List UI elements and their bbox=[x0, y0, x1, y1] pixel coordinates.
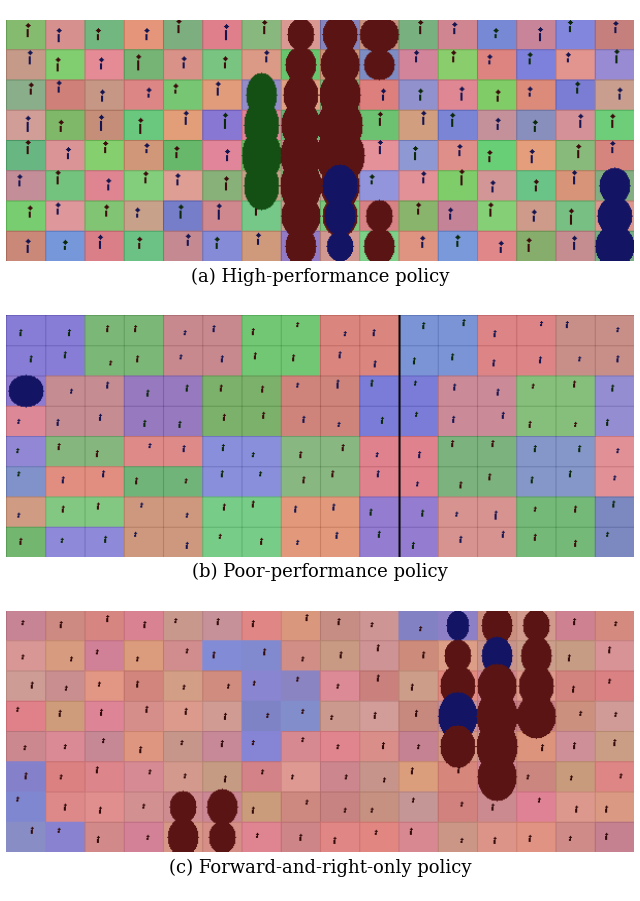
Text: (a) High-performance policy: (a) High-performance policy bbox=[191, 268, 449, 286]
Text: (c) Forward-and-right-only policy: (c) Forward-and-right-only policy bbox=[169, 859, 471, 877]
Text: (b) Poor-performance policy: (b) Poor-performance policy bbox=[192, 563, 448, 581]
